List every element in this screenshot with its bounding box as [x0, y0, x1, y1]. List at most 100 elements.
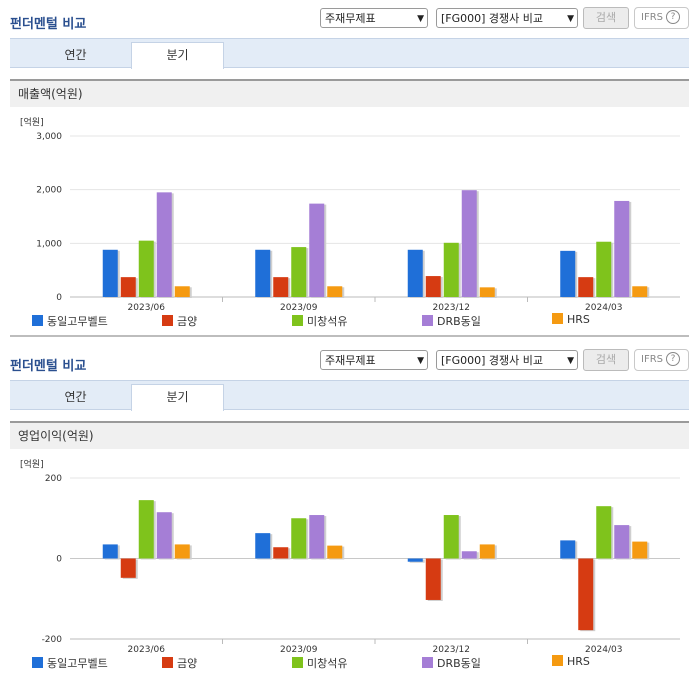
search-button[interactable]: 검색	[583, 7, 629, 29]
peer-group-select-value: [FG000] 경쟁사 비교	[441, 354, 544, 367]
x-tick-label: 2024/03	[585, 645, 622, 655]
bar	[102, 249, 118, 297]
bar	[614, 525, 630, 559]
unit-label: [억원]	[20, 116, 44, 128]
tab-annual[interactable]: 연간	[64, 48, 87, 62]
y-tick-label: -200	[42, 635, 63, 645]
unit-label: [억원]	[20, 458, 44, 470]
legend-item[interactable]: HRS	[552, 313, 590, 326]
legend-label: HRS	[567, 313, 590, 326]
legend-item[interactable]: 동일고무벨트	[32, 655, 108, 671]
bar	[425, 276, 441, 297]
legend-swatch	[32, 657, 43, 668]
x-tick-label: 2023/09	[280, 303, 318, 313]
ifrs-button[interactable]: IFRS?	[634, 7, 689, 29]
legend-swatch	[292, 657, 303, 668]
legend-label: DRB동일	[437, 315, 481, 328]
y-tick-label: 3,000	[36, 132, 62, 142]
bar	[443, 515, 459, 559]
legend-swatch	[162, 657, 173, 668]
legend-label: 미창석유	[307, 657, 348, 670]
bar	[425, 558, 441, 600]
legend-item[interactable]: HRS	[552, 655, 590, 668]
peer-group-select[interactable]: [FG000] 경쟁사 비교 ▼	[436, 8, 578, 28]
sales-chart: [억원] 0 1,000 2,000 3,000 2023/06 2023/09 2023/1…	[20, 116, 680, 313]
statement-select-value: 주재무제표	[325, 354, 376, 367]
bar	[327, 545, 343, 559]
peer-group-select-value: [FG000] 경쟁사 비교	[441, 12, 544, 25]
bar	[102, 544, 118, 559]
tab-quarterly[interactable]: 분기	[131, 384, 224, 411]
bar	[560, 540, 576, 559]
bar	[327, 286, 343, 297]
section-title: 영업이익(억원)	[10, 421, 689, 449]
panel-header: 펀더멘털 비교 주재무제표 ▼ [FG000] 경쟁사 비교 ▼ 검색 IFRS…	[0, 342, 696, 376]
bar	[632, 541, 648, 559]
bar	[632, 286, 648, 297]
statement-select[interactable]: 주재무제표 ▼	[320, 350, 428, 370]
help-icon[interactable]: ?	[666, 10, 680, 24]
bar	[120, 277, 136, 297]
bar	[156, 512, 172, 559]
legend-item[interactable]: 미창석유	[292, 313, 347, 329]
fundamental-panel-sales: 펀더멘털 비교 주재무제표 ▼ [FG000] 경쟁사 비교 ▼ 검색 IFRS…	[0, 0, 696, 337]
tab-annual[interactable]: 연간	[64, 390, 87, 404]
bar	[461, 551, 477, 559]
bar	[156, 192, 172, 297]
legend-item[interactable]: 미창석유	[292, 655, 347, 671]
chevron-down-icon: ▼	[567, 356, 574, 366]
x-tick-label: 2023/06	[128, 645, 166, 655]
x-tick-label: 2023/12	[433, 303, 470, 313]
chevron-down-icon: ▼	[417, 14, 424, 24]
peer-group-select[interactable]: [FG000] 경쟁사 비교 ▼	[436, 350, 578, 370]
bar	[291, 247, 307, 297]
legend-item[interactable]: DRB동일	[422, 313, 481, 329]
bar	[273, 277, 289, 297]
x-tick-label: 2023/06	[128, 303, 166, 313]
x-tick-label: 2023/12	[433, 645, 470, 655]
tab-quarterly[interactable]: 분기	[131, 42, 224, 69]
legend-item[interactable]: 금양	[162, 313, 197, 329]
section-title: 매출액(억원)	[10, 79, 689, 107]
bar	[596, 506, 612, 559]
ifrs-button[interactable]: IFRS?	[634, 349, 689, 371]
legend-label: DRB동일	[437, 657, 481, 670]
divider	[10, 335, 689, 337]
chart-legend: 동일고무벨트 금양 미창석유 DRB동일 HRS	[0, 313, 696, 329]
legend-item[interactable]: DRB동일	[422, 655, 481, 671]
period-tabs: 연간 분기	[10, 380, 689, 411]
bar	[138, 240, 154, 297]
legend-label: 금양	[177, 315, 198, 328]
legend-swatch	[552, 655, 563, 666]
legend-item[interactable]: 동일고무벨트	[32, 313, 108, 329]
bar	[443, 242, 459, 297]
x-tick-label: 2023/09	[280, 645, 318, 655]
ifrs-label: IFRS	[641, 12, 663, 23]
chart-legend: 동일고무벨트 금양 미창석유 DRB동일 HRS	[0, 655, 696, 671]
bar	[560, 250, 576, 297]
ifrs-label: IFRS	[641, 354, 663, 365]
legend-swatch	[32, 315, 43, 326]
legend-label: HRS	[567, 655, 590, 668]
bar	[174, 286, 190, 297]
legend-label: 동일고무벨트	[47, 315, 108, 328]
search-button[interactable]: 검색	[583, 349, 629, 371]
bar	[461, 190, 477, 297]
period-tabs: 연간 분기	[10, 38, 689, 69]
bar	[138, 500, 154, 559]
chevron-down-icon: ▼	[567, 14, 574, 24]
bar	[291, 518, 307, 559]
panel-header: 펀더멘털 비교 주재무제표 ▼ [FG000] 경쟁사 비교 ▼ 검색 IFRS…	[0, 0, 696, 34]
help-icon[interactable]: ?	[666, 352, 680, 366]
y-tick-label: 0	[56, 555, 62, 565]
legend-swatch	[552, 313, 563, 324]
bar	[120, 558, 136, 578]
y-tick-label: 0	[56, 293, 62, 303]
legend-swatch	[162, 315, 173, 326]
bar	[407, 249, 423, 297]
bar	[273, 547, 289, 559]
fundamental-panel-operating-profit: 펀더멘털 비교 주재무제표 ▼ [FG000] 경쟁사 비교 ▼ 검색 IFRS…	[0, 342, 696, 684]
statement-select[interactable]: 주재무제표 ▼	[320, 8, 428, 28]
bar	[407, 558, 423, 562]
legend-item[interactable]: 금양	[162, 655, 197, 671]
